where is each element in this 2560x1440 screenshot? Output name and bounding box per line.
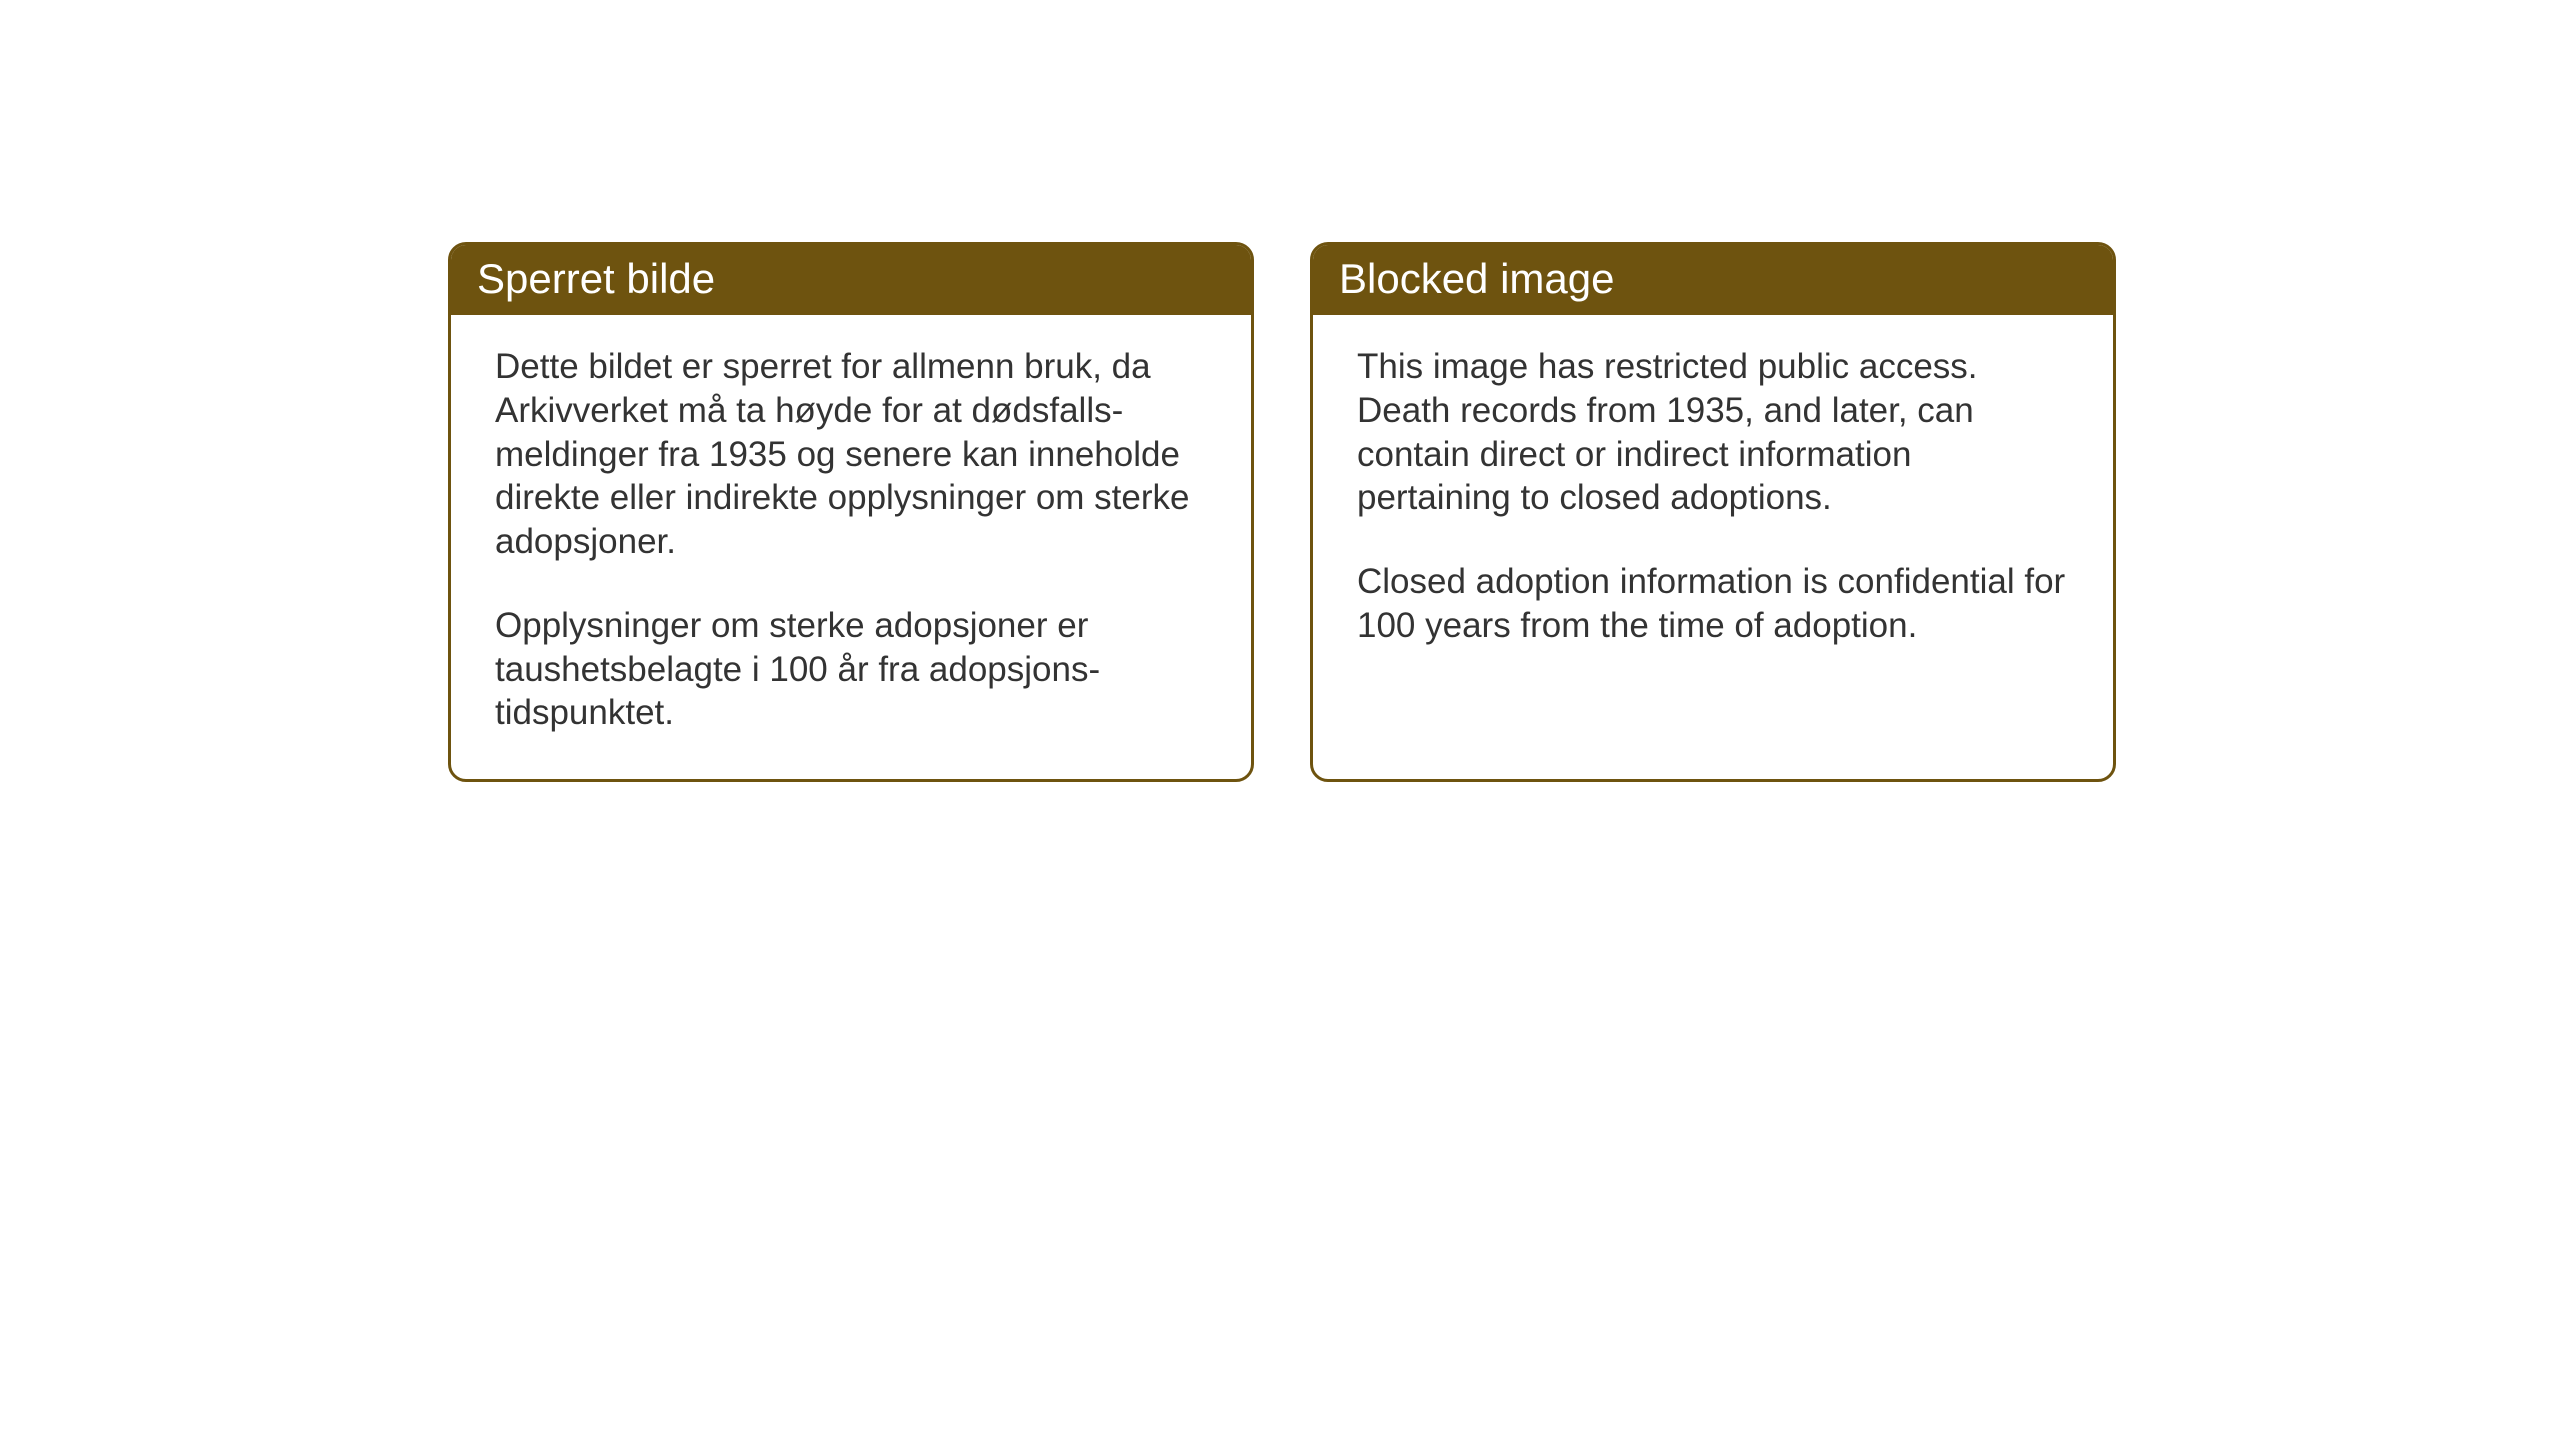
card-paragraph-english-2: Closed adoption information is confident… (1357, 560, 2069, 648)
card-paragraph-norwegian-1: Dette bildet er sperret for allmenn bruk… (495, 345, 1207, 564)
card-header-english: Blocked image (1313, 245, 2113, 315)
card-norwegian: Sperret bilde Dette bildet er sperret fo… (448, 242, 1254, 782)
card-paragraph-english-1: This image has restricted public access.… (1357, 345, 2069, 520)
card-title-norwegian: Sperret bilde (477, 255, 715, 302)
card-header-norwegian: Sperret bilde (451, 245, 1251, 315)
card-title-english: Blocked image (1339, 255, 1614, 302)
card-body-norwegian: Dette bildet er sperret for allmenn bruk… (451, 315, 1251, 779)
card-english: Blocked image This image has restricted … (1310, 242, 2116, 782)
cards-container: Sperret bilde Dette bildet er sperret fo… (448, 242, 2116, 782)
card-body-english: This image has restricted public access.… (1313, 315, 2113, 748)
card-paragraph-norwegian-2: Opplysninger om sterke adopsjoner er tau… (495, 604, 1207, 735)
